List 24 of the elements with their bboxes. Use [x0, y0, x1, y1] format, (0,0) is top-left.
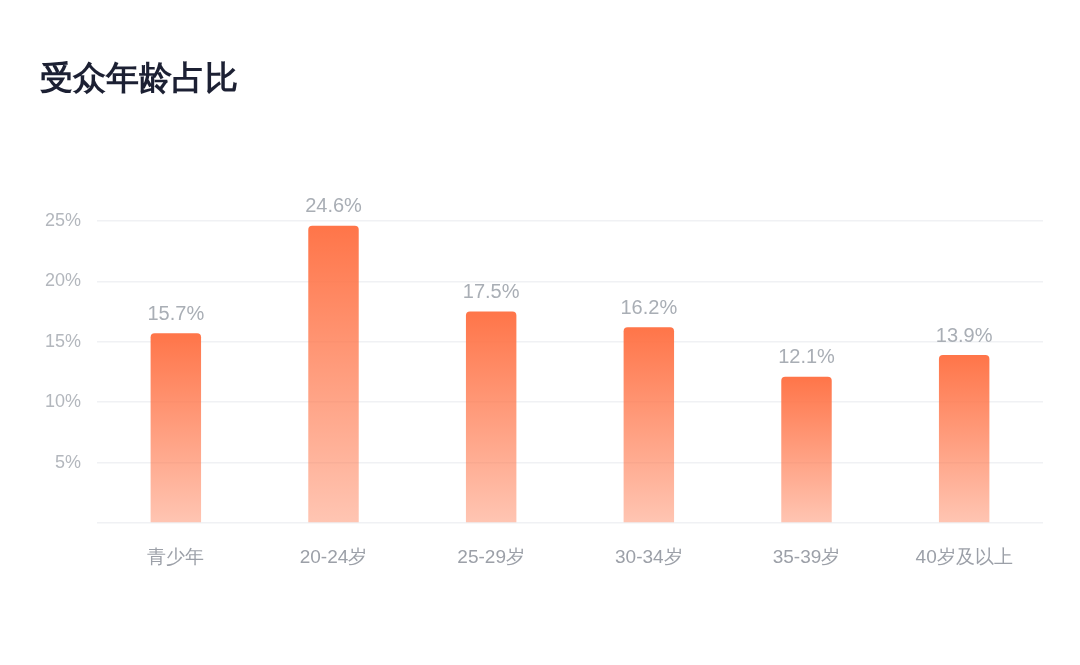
x-tick-label: 40岁及以上: [915, 545, 1013, 567]
y-tick-label: 20%: [44, 270, 81, 291]
data-label: 12.1%: [778, 345, 836, 368]
data-label: 15.7%: [147, 301, 205, 324]
y-tick-label: 15%: [44, 330, 81, 351]
bar: [308, 225, 359, 523]
x-tick-label: 25-29岁: [457, 545, 525, 567]
bar: [623, 327, 675, 523]
x-tick-label: 35-39岁: [772, 545, 841, 567]
bar: [938, 355, 990, 523]
x-tick-label: 20-24岁: [299, 545, 368, 567]
y-tick-label: 25%: [44, 209, 81, 230]
chart-title: 受众年龄占比: [40, 57, 238, 99]
y-tick-label: 10%: [44, 391, 81, 412]
x-tick-label: 30-34岁: [615, 545, 683, 567]
bar: [781, 376, 832, 523]
y-tick-label: 5%: [54, 451, 81, 472]
data-label: 24.6%: [305, 194, 363, 217]
bar: [150, 333, 202, 523]
data-label: 17.5%: [462, 280, 520, 303]
bar: [465, 311, 517, 523]
data-label: 16.2%: [620, 295, 678, 318]
data-label: 13.9%: [935, 323, 993, 346]
x-tick-label: 青少年: [147, 545, 205, 567]
